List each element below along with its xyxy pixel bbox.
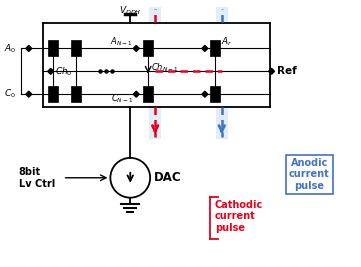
Text: Anodic
current
pulse: Anodic current pulse (289, 158, 330, 191)
Polygon shape (133, 91, 139, 97)
Bar (210, 86, 220, 102)
Text: $V_{DDH}$: $V_{DDH}$ (119, 5, 142, 17)
Bar (143, 86, 153, 102)
Bar (149, 107, 161, 139)
Text: $C_0$: $C_0$ (4, 88, 16, 100)
Text: $Ch_0$: $Ch_0$ (55, 65, 72, 78)
Text: $Ch_{N-1}$: $Ch_{N-1}$ (151, 61, 179, 74)
Text: Ref: Ref (278, 66, 297, 76)
Text: $C_r$: $C_r$ (212, 93, 222, 105)
Bar (143, 41, 153, 56)
Polygon shape (26, 45, 32, 52)
Polygon shape (48, 68, 54, 74)
Bar (216, 7, 228, 22)
Text: $A_{N-1}$: $A_{N-1}$ (110, 35, 133, 48)
Polygon shape (133, 45, 139, 52)
Text: $A_0$: $A_0$ (4, 42, 16, 55)
Bar (216, 107, 228, 139)
Bar (48, 86, 58, 102)
Text: DAC: DAC (154, 171, 182, 184)
Bar (70, 86, 81, 102)
Bar (70, 41, 81, 56)
Polygon shape (202, 45, 208, 52)
Polygon shape (202, 91, 208, 97)
Bar (210, 41, 220, 56)
Bar (48, 41, 58, 56)
Text: $A_r$: $A_r$ (221, 35, 232, 48)
Polygon shape (269, 68, 274, 74)
Text: Cathodic
current
pulse: Cathodic current pulse (215, 200, 263, 233)
Text: $C_{N-1}$: $C_{N-1}$ (111, 93, 133, 105)
Polygon shape (26, 91, 32, 97)
Text: 8bit
Lv Ctrl: 8bit Lv Ctrl (19, 167, 55, 189)
Bar (149, 7, 161, 22)
